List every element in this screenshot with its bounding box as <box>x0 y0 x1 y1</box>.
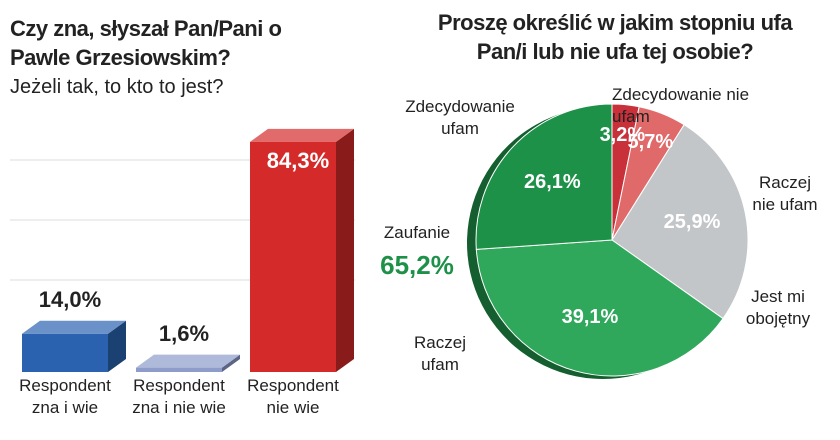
x-tick-label: Respondent zna i wie <box>19 376 111 417</box>
bar-top <box>22 320 126 334</box>
pie-slice <box>475 103 613 250</box>
slice-value-label: 26,1% <box>523 171 581 194</box>
annotation-text: Zaufanie <box>383 223 451 242</box>
x-tick-label: Respondent nie wie <box>247 376 339 417</box>
bar <box>22 333 108 372</box>
slice-value-label: 25,9% <box>663 210 721 233</box>
slice-label: Raczej ufam <box>414 333 466 374</box>
bar-side <box>336 128 354 372</box>
pie-slice <box>475 239 724 377</box>
slice-label: Jest mi obojętny <box>745 287 811 328</box>
bar-title: Czy zna, słyszał Pan/Pani o Pawle Grzesi… <box>10 16 282 70</box>
bar-side <box>108 320 126 372</box>
slice-value-label: 5,7% <box>627 131 674 154</box>
slice-label: Zdecydowanie ufam <box>405 97 515 138</box>
bar-subtitle: Jeżeli tak, to kto to jest? <box>10 76 224 98</box>
pie-slice <box>611 124 749 320</box>
bar <box>136 367 222 372</box>
value-label: 84,3% <box>266 147 330 173</box>
value-label: 1,6% <box>158 320 210 346</box>
bar <box>250 141 336 372</box>
annotation-value: 65,2% <box>380 250 454 280</box>
slice-label: Raczej nie ufam <box>752 173 818 214</box>
x-tick-label: Respondent zna i nie wie <box>132 376 226 417</box>
value-label: 14,0% <box>38 286 102 312</box>
bar-side <box>222 354 240 372</box>
bar-top <box>250 128 354 142</box>
slice-value-label: 3,2% <box>599 124 646 147</box>
slice-label: Zdecydowanie nie ufam <box>612 85 750 126</box>
slice-value-label: 39,1% <box>561 305 619 328</box>
pie-title: Proszę określić w jakim stopniu ufa Pan/… <box>437 10 793 64</box>
bar-top <box>136 354 240 368</box>
